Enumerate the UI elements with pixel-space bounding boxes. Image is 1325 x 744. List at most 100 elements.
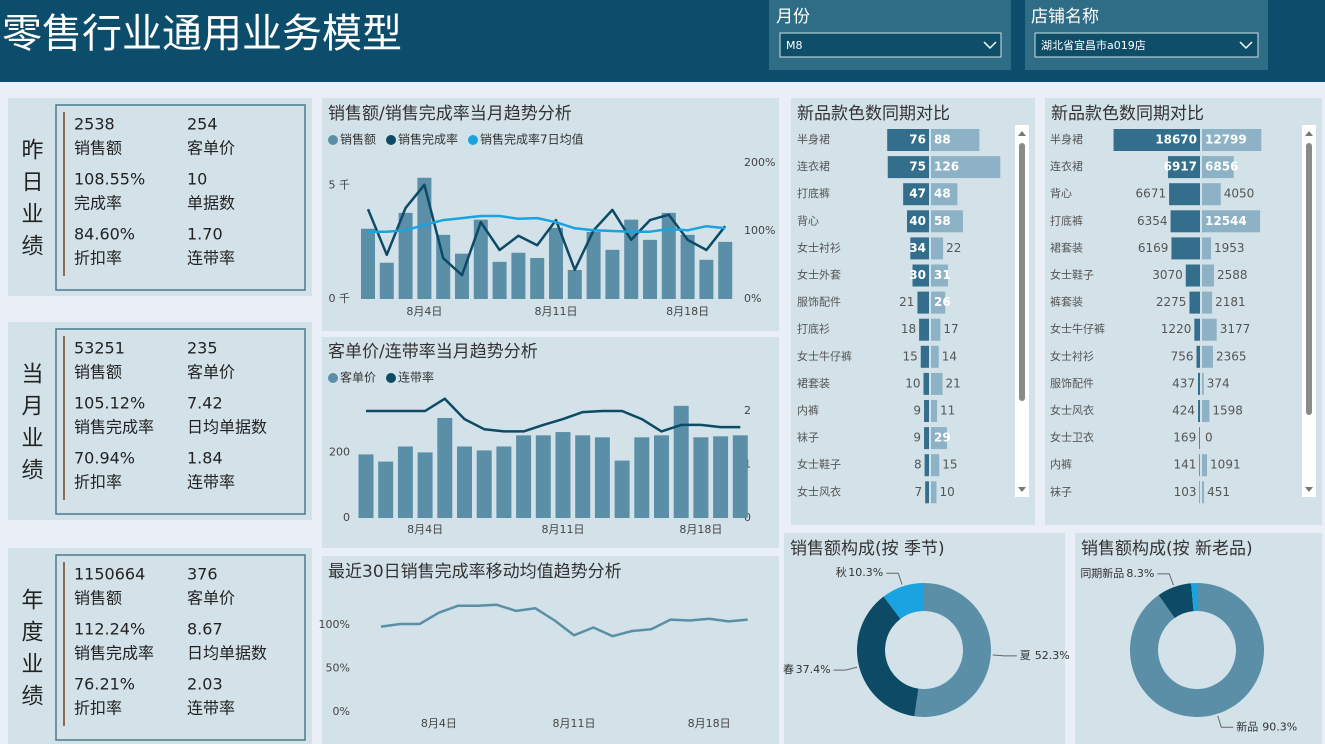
kpi-value: 2538 (74, 115, 115, 134)
value-label: 6169 (1138, 241, 1169, 255)
filter-label: 月份 (776, 7, 810, 27)
leader-line (1157, 573, 1174, 586)
bar (924, 454, 929, 477)
x-tick-label: 8月11日 (553, 717, 596, 730)
bar (417, 452, 433, 518)
bar (924, 427, 929, 450)
slice-name: 同期新品 (1080, 566, 1124, 580)
kpi-value: 1150664 (74, 565, 145, 584)
value-label: 3070 (1152, 268, 1183, 282)
kpi-panel (8, 98, 312, 296)
category-label: 打底裤 (1050, 213, 1083, 227)
kpi-value: 376 (187, 565, 218, 584)
bar (575, 435, 591, 518)
value-label: 21 (946, 376, 961, 390)
bar (634, 437, 650, 518)
bar (887, 156, 929, 179)
slice-value: 37.4% (796, 663, 831, 676)
value-label: 22 (946, 241, 961, 255)
bar (923, 372, 929, 395)
donut-slice (883, 583, 924, 619)
category-label: 打底裤 (797, 186, 830, 200)
value-label: 2588 (1217, 268, 1248, 282)
bar (417, 177, 432, 299)
bar (1199, 427, 1200, 450)
bar (358, 454, 374, 518)
donut-slice (914, 582, 992, 717)
bar (1170, 210, 1200, 233)
bar (931, 318, 941, 341)
bar (931, 264, 949, 287)
legend-swatch (468, 135, 478, 145)
slice-name: 春 (783, 663, 794, 676)
bar (1196, 345, 1200, 368)
bar (379, 262, 394, 299)
value-label: 169 (1173, 431, 1196, 445)
kpi-label: 折扣率 (74, 249, 122, 268)
chart-title: 最近30日销售完成率移动均值趋势分析 (328, 562, 622, 582)
kpi-label: 客单价 (187, 363, 235, 382)
scrollbar-thumb[interactable] (1019, 143, 1025, 401)
bar (535, 435, 551, 518)
bar (378, 461, 394, 518)
kpi-label: 销售额 (74, 589, 122, 608)
dropdown-chevron[interactable] (1239, 41, 1253, 50)
bar (661, 212, 676, 299)
y-tick-label: 50% (326, 661, 350, 674)
category-label: 女士牛仔裤 (797, 349, 852, 363)
kpi-value: 1.70 (187, 225, 223, 244)
value-label: 10 (940, 485, 955, 499)
bar (643, 239, 657, 299)
filter-dropdown[interactable] (779, 32, 1002, 58)
y-tick-label: 5 千 (329, 179, 351, 192)
value-label: 1220 (1161, 322, 1192, 336)
bar (1202, 291, 1213, 314)
bar (1197, 372, 1200, 395)
scrollbar-thumb[interactable] (1306, 143, 1312, 415)
bar (496, 446, 512, 518)
value-label: 88 (934, 133, 951, 147)
y-tick-label: 100% (319, 618, 350, 631)
x-tick-label: 8月18日 (679, 523, 722, 536)
value-label: 374 (1207, 376, 1230, 390)
bar (654, 435, 669, 518)
bar (476, 450, 492, 518)
kpi-label: 日均单据数 (187, 418, 267, 437)
bar (594, 437, 610, 518)
value-label: 1091 (1210, 458, 1241, 472)
bar (624, 219, 639, 299)
value-label: 30 (909, 268, 926, 282)
donut-slice (1191, 583, 1197, 612)
kpi-label: 连带率 (187, 699, 235, 718)
category-label: 裤套装 (1050, 295, 1083, 309)
category-label: 服饰配件 (797, 295, 841, 309)
value-label: 6671 (1136, 187, 1167, 201)
filter-dropdown[interactable] (1034, 32, 1259, 58)
bar (397, 446, 413, 518)
category-label: 连衣裙 (797, 159, 830, 173)
donut-slice (1130, 583, 1265, 717)
kpi-title: 年度业绩 (18, 588, 44, 716)
value-label: 9 (913, 404, 921, 418)
leader-line (992, 654, 1017, 657)
value-label: 18670 (1155, 133, 1197, 147)
bar (931, 129, 980, 151)
value-label: 15 (902, 349, 917, 363)
bar (1189, 291, 1200, 314)
kpi-label: 折扣率 (74, 699, 122, 718)
dropdown-chevron[interactable] (983, 41, 997, 50)
bar (931, 454, 940, 477)
bar (1202, 372, 1204, 395)
kpi-label: 客单价 (187, 589, 235, 608)
bar (1113, 129, 1200, 151)
value-label: 47 (909, 187, 926, 201)
kpi-label: 折扣率 (74, 473, 122, 492)
kpi-label: 销售额 (74, 139, 122, 158)
bar (732, 435, 748, 518)
legend-label: 销售额 (340, 132, 376, 147)
value-label: 3177 (1220, 322, 1251, 336)
x-tick-label: 8月18日 (688, 717, 731, 730)
chart-title: 客单价/连带率当月趋势分析 (328, 342, 538, 362)
value-label: 141 (1173, 458, 1196, 472)
